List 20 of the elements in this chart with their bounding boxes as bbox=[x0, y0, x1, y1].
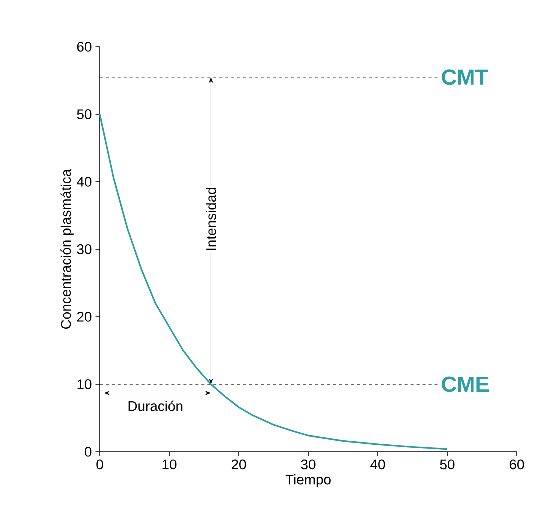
x-tick-label: 40 bbox=[370, 460, 386, 470]
ref-line-label: CME bbox=[442, 376, 490, 392]
y-tick-label: 50 bbox=[77, 110, 92, 120]
x-tick-label: 50 bbox=[440, 460, 455, 470]
annotation: Intensidad bbox=[206, 188, 216, 250]
ref-line-label: CMT bbox=[442, 70, 488, 86]
x-tick-label: 30 bbox=[301, 460, 316, 470]
y-tick-label: 10 bbox=[78, 380, 92, 390]
x-axis-title: Tiempo bbox=[286, 474, 331, 488]
y-tick-label: 40 bbox=[77, 177, 92, 187]
x-tick-label: 20 bbox=[232, 460, 246, 470]
y-tick-label: 60 bbox=[77, 42, 92, 52]
y-tick-label: 20 bbox=[77, 312, 92, 322]
annotation: Duración bbox=[128, 400, 183, 412]
x-tick-label: 0 bbox=[96, 460, 104, 470]
y-tick-label: 30 bbox=[77, 244, 92, 254]
y-axis-title: Concentración plasmática bbox=[60, 169, 74, 330]
y-tick-label: 0 bbox=[85, 447, 92, 457]
x-tick-label: 10 bbox=[162, 460, 177, 470]
x-tick-label: 60 bbox=[510, 460, 524, 470]
